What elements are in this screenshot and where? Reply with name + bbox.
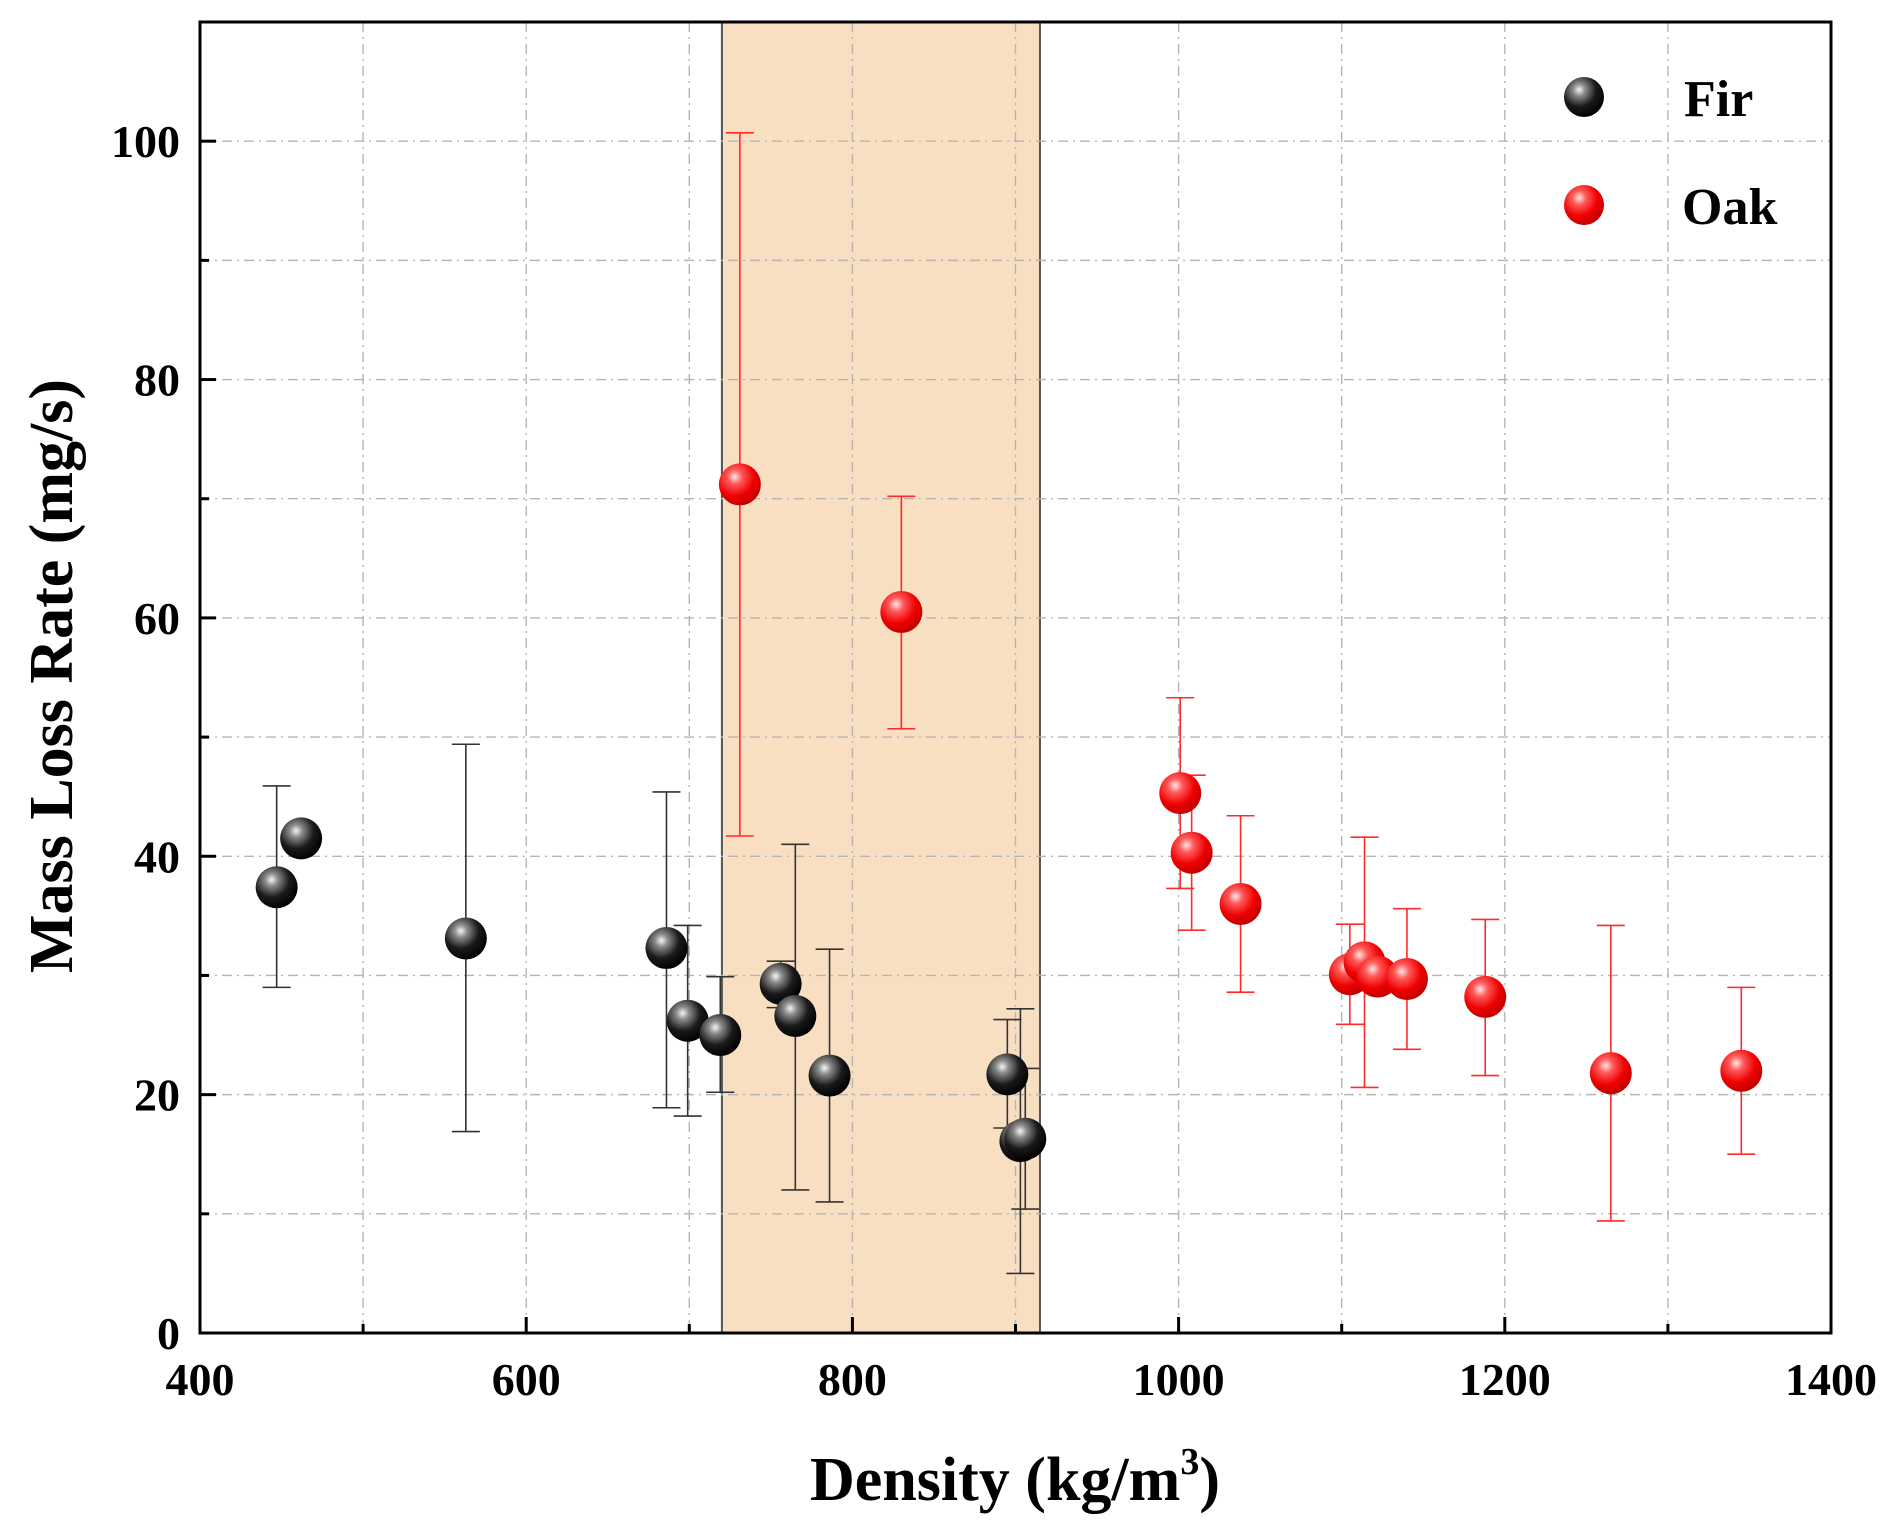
axis-layer: 400 600 800 1000 1200 1400 0 20 40 60 80 100 [111, 20, 1877, 1405]
data-point-oak [718, 463, 761, 506]
data-point-fir [774, 994, 817, 1037]
grid-layer [200, 22, 1831, 1333]
y-tick-label: 60 [134, 593, 180, 644]
y-tick-label: 80 [134, 355, 180, 406]
y-tick-label: 0 [157, 1308, 180, 1359]
x-tick-label: 800 [818, 1354, 887, 1405]
shaded-region-layer [720, 21, 1041, 1334]
y-tick-label: 20 [134, 1070, 180, 1121]
data-point-fir [699, 1014, 742, 1057]
data-point-fir [444, 917, 487, 960]
x-tick-label: 600 [492, 1354, 561, 1405]
data-point-fir [986, 1053, 1029, 1096]
data-point-oak [1720, 1049, 1763, 1092]
y-tick-label: 100 [111, 116, 180, 167]
data-point-fir [280, 817, 323, 860]
x-tick-label: 400 [166, 1354, 235, 1405]
legend-marker-fir [1564, 77, 1604, 117]
y-tick-label: 40 [134, 831, 180, 882]
x-axis-title-main: Density (kg/m [810, 1446, 1180, 1514]
data-point-fir [808, 1054, 851, 1097]
shaded-density-region [720, 21, 1041, 1334]
x-tick-label: 1400 [1785, 1354, 1877, 1405]
legend: Fir Oak [1564, 71, 1777, 236]
legend-label-oak: Oak [1682, 179, 1777, 236]
data-point-oak [1385, 958, 1428, 1001]
data-point-fir [666, 999, 709, 1042]
data-point-oak [1589, 1052, 1632, 1095]
legend-marker-oak [1564, 185, 1604, 225]
data-point-oak [1170, 831, 1213, 874]
y-axis-title: Mass Loss Rate (mg/s) [18, 379, 86, 973]
x-axis-title-close: ) [1199, 1446, 1220, 1514]
data-point-fir [759, 962, 802, 1005]
data-point-oak [880, 590, 923, 633]
legend-label-fir: Fir [1684, 71, 1753, 128]
x-tick-label: 1000 [1133, 1354, 1225, 1405]
data-point-fir [645, 927, 688, 970]
data-point-fir [255, 866, 298, 909]
x-axis-title-superscript: 3 [1180, 1441, 1199, 1483]
x-axis-title: Density (kg/m3) [810, 1441, 1220, 1514]
data-point-oak [1219, 882, 1262, 925]
x-tick-label: 1200 [1459, 1354, 1551, 1405]
data-point-fir [1004, 1117, 1047, 1160]
data-point-layer [255, 463, 1763, 1163]
data-point-oak [1159, 772, 1202, 815]
data-point-oak [1464, 975, 1507, 1018]
